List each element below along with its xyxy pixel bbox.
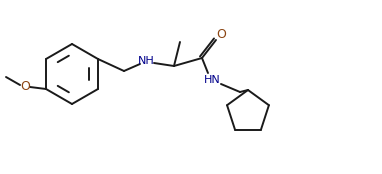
Text: O: O [216,29,226,42]
Text: HN: HN [204,75,220,85]
Text: NH: NH [138,56,154,66]
Text: O: O [20,80,30,93]
